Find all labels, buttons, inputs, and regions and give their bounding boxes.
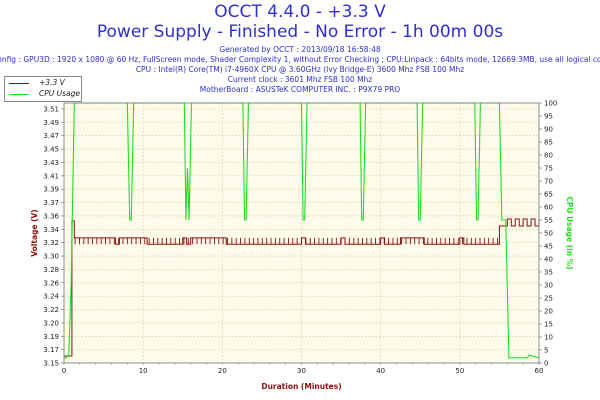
y2-tick-label: 70 [544, 178, 553, 186]
y-tick-label: 3.36 [43, 212, 59, 220]
y-tick-label: 3.49 [43, 119, 59, 127]
x-tick-label: 30 [297, 367, 306, 375]
y2-tick-label: 25 [544, 295, 553, 303]
y2-tick-label: 30 [544, 282, 553, 290]
config-info: Config : GPU3D : 1920 x 1080 @ 60 Hz, Fu… [0, 55, 600, 64]
x-tick-label: 40 [376, 367, 385, 375]
y2-tick-label: 20 [544, 308, 553, 316]
y2-tick-label: 40 [544, 256, 553, 264]
y2-axis-title: CPU Usage (in %) [565, 196, 574, 269]
y2-tick-label: 65 [544, 191, 553, 199]
y-tick-label: 3.39 [43, 186, 59, 194]
y-tick-label: 3.24 [43, 293, 59, 301]
x-tick-label: 60 [535, 367, 544, 375]
y2-tick-label: 45 [544, 243, 553, 251]
x-tick-label: 10 [139, 367, 148, 375]
y-tick-label: 3.37 [43, 199, 59, 207]
y-tick-label: 3.28 [43, 266, 59, 274]
y2-tick-label: 5 [544, 347, 548, 355]
y2-tick-label: 60 [544, 204, 553, 212]
x-tick-label: 20 [218, 367, 227, 375]
clock-info: Current clock : 3601 Mhz FSB 100 Mhz [227, 75, 373, 84]
y-tick-label: 3.43 [43, 159, 59, 167]
series-line-voltage [64, 218, 540, 357]
y-tick-label: 3.41 [43, 172, 59, 180]
y-tick-label: 3.32 [43, 239, 59, 247]
y2-tick-label: 0 [544, 360, 548, 368]
x-tick-label: 0 [62, 367, 66, 375]
cpu-info: CPU : Intel(R) Core(TM) i7-4960X CPU @ 3… [135, 65, 465, 74]
x-axis-title: Duration (Minutes) [261, 382, 341, 391]
y2-tick-label: 100 [544, 100, 557, 108]
y-tick-label: 3.22 [43, 306, 59, 314]
y-axis-title: Voltage (V) [30, 209, 39, 257]
legend-label-cpu-usage: CPU Usage [39, 89, 81, 98]
y2-tick-label: 95 [544, 113, 553, 121]
motherboard-info: MotherBoard : ASUSTeK COMPUTER INC. : P9… [199, 85, 401, 94]
plot-frame [63, 102, 540, 364]
y-tick-label: 3.47 [43, 132, 59, 140]
y-tick-label: 3.45 [43, 146, 59, 154]
legend-swatch-voltage [9, 83, 29, 84]
y-tick-label: 3.15 [43, 360, 59, 368]
y2-tick-label: 80 [544, 152, 553, 160]
y2-tick-label: 10 [544, 334, 553, 342]
y2-tick-label: 15 [544, 321, 553, 329]
legend-label-voltage: +3.3 V [39, 78, 65, 87]
y-tick-label: 3.19 [43, 333, 59, 341]
y2-tick-label: 90 [544, 126, 553, 134]
chart-title-line1: OCCT 4.4.0 - +3.3 V [214, 2, 386, 22]
y2-tick-label: 35 [544, 269, 553, 277]
y-tick-label: 3.26 [43, 279, 59, 287]
y2-tick-label: 85 [544, 139, 553, 147]
legend-swatch-cpu-usage [9, 94, 29, 95]
y2-tick-label: 55 [544, 217, 553, 225]
y-tick-label: 3.30 [43, 253, 59, 261]
x-tick-label: 50 [455, 367, 464, 375]
y-tick-label: 3.34 [43, 226, 59, 234]
chart-legend: +3.3 V CPU Usage [4, 76, 82, 102]
y2-tick-label: 75 [544, 165, 553, 173]
y-tick-label: 3.51 [43, 106, 59, 114]
chart-title-line2: Power Supply - Finished - No Error - 1h … [96, 22, 504, 42]
generated-info: Generated by OCCT : 2013/09/18 16:58:48 [219, 45, 381, 54]
y2-tick-label: 50 [544, 230, 553, 238]
y-tick-label: 3.17 [43, 346, 59, 354]
y-tick-label: 3.20 [43, 319, 59, 327]
